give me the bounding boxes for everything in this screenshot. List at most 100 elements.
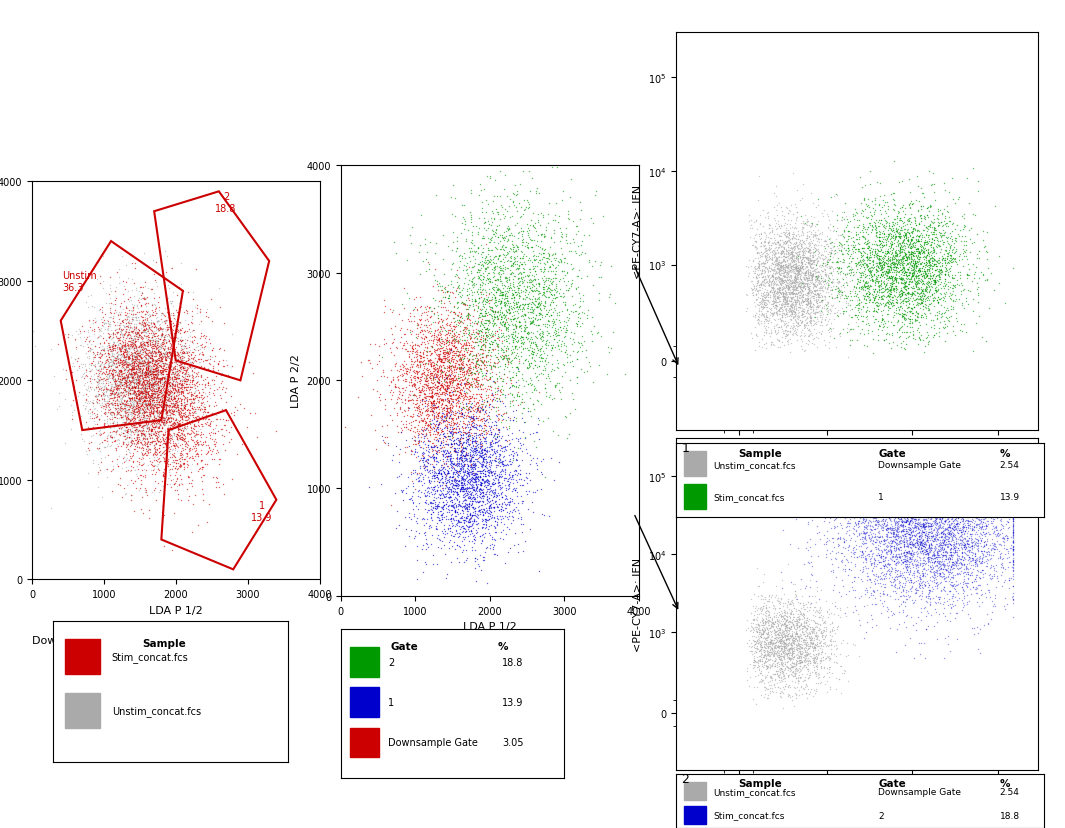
Point: [527, 187, 544, 200]
Point: [970, 534, 987, 547]
Point: [103, 354, 120, 367]
Point: [474, 397, 491, 411]
Point: [157, 417, 174, 431]
Point: [784, 302, 801, 315]
Point: [770, 236, 787, 249]
Point: [793, 261, 810, 274]
Point: [1004, 510, 1021, 523]
Point: [508, 376, 525, 389]
Point: [456, 533, 473, 546]
Point: [450, 365, 468, 378]
Point: [135, 408, 152, 421]
Point: [785, 282, 802, 296]
Point: [809, 306, 826, 319]
Point: [171, 447, 189, 460]
Point: [440, 395, 457, 408]
Point: [479, 443, 496, 456]
Point: [134, 387, 151, 400]
Point: [523, 330, 540, 344]
Point: [885, 534, 902, 547]
Point: [843, 455, 861, 469]
Point: [870, 577, 887, 590]
Point: [896, 455, 913, 469]
Point: [122, 419, 140, 432]
Point: [948, 534, 965, 547]
Point: [146, 346, 163, 359]
Point: [474, 470, 491, 484]
Point: [502, 388, 519, 401]
Point: [106, 294, 124, 307]
Point: [966, 550, 983, 563]
Point: [875, 561, 892, 574]
Point: [493, 302, 510, 315]
Point: [867, 528, 884, 542]
Point: [913, 291, 930, 305]
Point: [759, 270, 776, 283]
Point: [481, 275, 498, 288]
Point: [137, 316, 154, 330]
Point: [871, 556, 888, 569]
Point: [450, 335, 468, 349]
Point: [491, 229, 508, 243]
Point: [773, 644, 790, 657]
Point: [151, 377, 168, 390]
Point: [108, 357, 125, 370]
Point: [789, 313, 806, 326]
Point: [165, 382, 182, 395]
Point: [419, 404, 436, 417]
Point: [547, 327, 564, 340]
Point: [406, 356, 423, 369]
Point: [120, 391, 137, 404]
Point: [501, 229, 518, 243]
Point: [474, 513, 491, 526]
Point: [953, 566, 970, 579]
Point: [958, 596, 976, 609]
Point: [431, 348, 448, 361]
Point: [916, 258, 933, 271]
Point: [75, 399, 92, 412]
Point: [462, 185, 479, 198]
Point: [1002, 539, 1019, 552]
Point: [806, 249, 823, 262]
Point: [165, 286, 182, 300]
Point: [448, 330, 465, 344]
Point: [878, 262, 895, 276]
Point: [160, 399, 177, 412]
Point: [106, 435, 124, 448]
Point: [777, 667, 794, 680]
Point: [94, 373, 111, 386]
Point: [912, 551, 929, 565]
Point: [743, 617, 760, 630]
Point: [857, 306, 874, 320]
Point: [852, 281, 869, 294]
Point: [495, 345, 512, 359]
Point: [537, 354, 554, 367]
Point: [916, 307, 933, 320]
Point: [484, 360, 501, 373]
Point: [442, 452, 459, 465]
Point: [145, 394, 162, 407]
Point: [136, 320, 153, 333]
Point: [450, 494, 468, 508]
Point: [430, 465, 447, 478]
Point: [143, 379, 160, 392]
Point: [923, 272, 940, 286]
Point: [423, 354, 440, 367]
Point: [104, 335, 121, 349]
Point: [183, 392, 200, 406]
Point: [837, 305, 854, 318]
Point: [153, 386, 170, 399]
Point: [152, 425, 169, 438]
Point: [1000, 582, 1017, 595]
Point: [475, 259, 492, 272]
Point: [962, 519, 979, 532]
Point: [511, 267, 528, 280]
Point: [928, 517, 945, 530]
Point: [446, 464, 463, 477]
Point: [820, 603, 837, 616]
Point: [892, 254, 910, 267]
Point: [875, 275, 892, 288]
Point: [809, 288, 826, 301]
Point: [455, 508, 472, 521]
Point: [958, 482, 976, 495]
